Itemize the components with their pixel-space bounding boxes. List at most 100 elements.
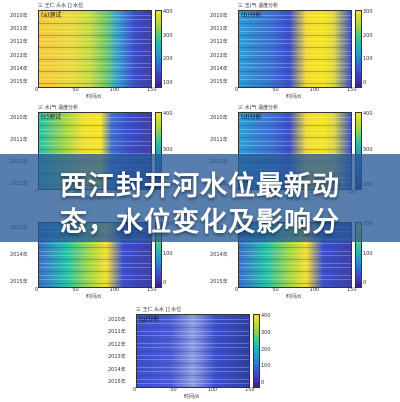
heatmap-panel: 三 玉(气 温度分析 (b)分析 2010年 2011年 2012年 2013年 2014年… <box>210 2 380 100</box>
colorbar-tick-label: 300 <box>163 146 173 153</box>
heatmap-row-line <box>239 59 351 60</box>
heatmap-row-line <box>39 27 151 28</box>
heatmap-row-line <box>39 145 151 146</box>
heatmap-row-line <box>137 379 249 380</box>
heatmap-row-line <box>239 43 351 44</box>
heatmap-row-line <box>39 121 151 122</box>
heatmap-row-line <box>39 59 151 60</box>
title-banner: 西江封开河水位最新动 态，水位变化及影响分 <box>0 154 400 242</box>
heatmap-row-line <box>39 153 151 154</box>
y-tick-label: 2015年 <box>10 79 28 85</box>
heatmap-row-line <box>39 259 151 260</box>
heatmap-row-line <box>239 133 351 134</box>
x-axis-label: 时间/d <box>286 294 301 300</box>
panel-header: 三 王仁 头水 [] 水位 <box>136 307 182 313</box>
colorbar-tick-label: 400 <box>163 111 173 117</box>
heatmap-row-line <box>39 83 151 84</box>
heatmap-row-line <box>39 47 151 48</box>
x-tick-label: 150 <box>147 287 157 293</box>
banner-title-line-2: 态，水位变化及影响分 <box>60 207 340 238</box>
x-axis-label: 时间/d <box>286 94 301 100</box>
heatmap-row-line <box>239 83 351 84</box>
panel-header: 三 玉(气 温度分析 <box>238 3 279 9</box>
x-axis-label: 时间/d <box>86 294 101 300</box>
heatmap-row-line <box>239 275 351 276</box>
heatmap-row-line <box>137 375 249 376</box>
heatmap-row-line <box>39 71 151 72</box>
heatmap-row-line <box>39 149 151 150</box>
y-tick-label: 2011年 <box>210 137 228 143</box>
x-tick-label: 0 <box>35 87 39 93</box>
y-tick-label: 2011年 <box>10 26 28 33</box>
heatmap-row-line <box>137 319 249 320</box>
heatmap-row-line <box>239 263 351 264</box>
heatmap-row-line <box>239 125 351 126</box>
colorbar-tick-label: 400 <box>363 111 373 117</box>
heatmap-row-line <box>239 23 351 24</box>
heatmap-row-line <box>137 339 249 340</box>
colorbar-tick-label: 0 <box>261 380 265 386</box>
heatmap-row-line <box>239 243 351 244</box>
heatmap-row-line <box>39 19 151 20</box>
heatmap-row-line <box>137 359 249 360</box>
x-tick-label: 0 <box>235 287 239 293</box>
colorbar-tick-label: 300 <box>363 146 373 153</box>
heatmap-row-line <box>239 255 351 256</box>
y-tick-label: 2012年 <box>10 39 28 46</box>
heatmap-row-line <box>137 371 249 372</box>
x-tick-label: 150 <box>245 387 255 393</box>
heatmap-row-line <box>137 363 249 364</box>
panel-tag: (b)分析 <box>241 12 262 19</box>
colorbar-tick-label: 0 <box>163 280 167 286</box>
heatmap-row-line <box>39 55 151 56</box>
heatmap-row-line <box>39 125 151 126</box>
heatmap-row-line <box>239 63 351 64</box>
heatmap-row-line <box>239 71 351 72</box>
y-tick-label: 2010年 <box>210 13 228 19</box>
y-tick-label: 2011年 <box>210 26 228 33</box>
y-tick-label: 2011年 <box>108 329 126 336</box>
heatmap-row-line <box>239 67 351 68</box>
heatmap-row-line <box>239 75 351 76</box>
y-tick-label: 2014年 <box>210 65 228 72</box>
heatmap-row-line <box>239 153 351 154</box>
heatmap-row-line <box>39 283 151 284</box>
y-tick-label: 2013年 <box>210 52 228 59</box>
x-tick-label: 150 <box>347 87 357 93</box>
y-tick-label: 2014年 <box>108 366 126 373</box>
y-tick-label: 2010年 <box>108 317 126 323</box>
heatmap-row-line <box>39 31 151 32</box>
colorbar-tick-label: 0 <box>363 80 367 86</box>
heatmap-row-line <box>239 259 351 260</box>
heatmap-row-line <box>239 35 351 36</box>
heatmap-row-line <box>39 271 151 272</box>
heatmap-row-line <box>39 251 151 252</box>
y-tick-label: 2015年 <box>10 279 28 285</box>
y-tick-label: 2013年 <box>10 52 28 59</box>
heatmap-row-line <box>239 55 351 56</box>
panel-header: 三 水(气 温度分析 <box>38 105 79 111</box>
heatmap-row-line <box>39 279 151 280</box>
heatmap-plot: (a)测试 <box>38 10 152 88</box>
heatmap-row-line <box>39 67 151 68</box>
heatmap-panel: 三 王仁 头水 [] 水位 (a)测试 2010年 2011年 2012年 2013年 20… <box>10 2 180 100</box>
heatmap-row-line <box>137 327 249 328</box>
banner-title-line-1: 西江封开河水位最新动 <box>60 171 340 202</box>
x-tick-label: 150 <box>147 87 157 93</box>
x-tick-label: 0 <box>133 387 137 393</box>
x-tick-label: 0 <box>235 87 239 93</box>
heatmap-row-line <box>239 27 351 28</box>
x-tick-label: 50 <box>272 287 279 293</box>
y-tick-label: 2010年 <box>210 115 228 121</box>
heatmap-row-line <box>239 117 351 118</box>
panel-header: 三 王仁 头水 [] 水位 <box>38 3 84 9</box>
colorbar-tick-label: 300 <box>163 32 173 39</box>
x-tick-label: 50 <box>170 387 177 393</box>
colorbar-tick-label: 200 <box>163 56 173 63</box>
heatmap-row-line <box>239 129 351 130</box>
colorbar <box>355 10 362 88</box>
x-tick-label: 50 <box>72 87 79 93</box>
heatmap-row-line <box>239 31 351 32</box>
heatmap-row-line <box>137 351 249 352</box>
heatmap-row-line <box>239 149 351 150</box>
